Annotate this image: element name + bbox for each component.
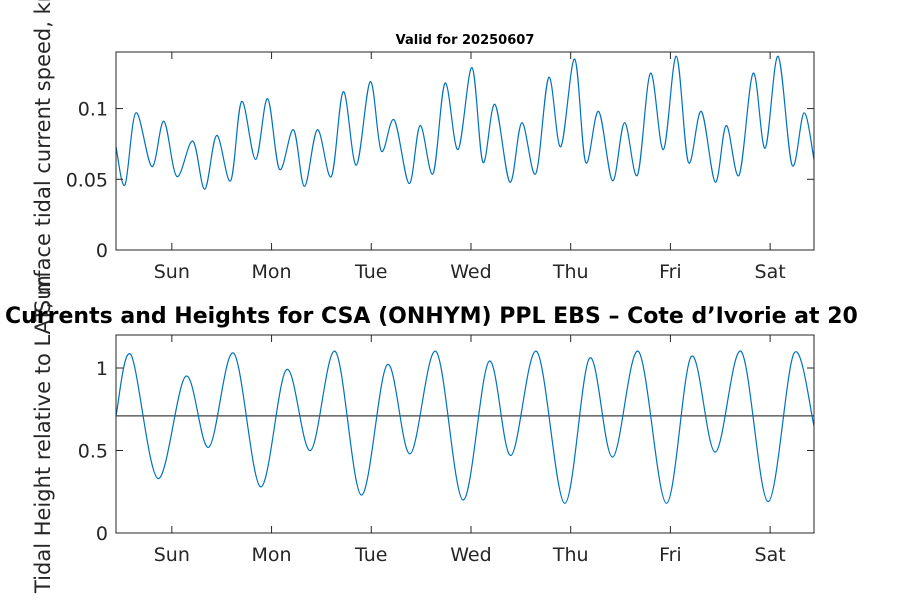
current-xtick-label: Wed bbox=[450, 261, 491, 283]
current-ytick-label: 0.1 bbox=[78, 99, 108, 121]
height-ylabel: Tidal Height relative to LAT, m bbox=[31, 275, 55, 594]
current-ylabel: Surface tidal current speed, kn bbox=[31, 0, 55, 313]
current-axes-box bbox=[115, 51, 815, 251]
current-xtick-label: Fri bbox=[659, 261, 682, 283]
big-title: Currents and Heights for CSA (ONHYM) PPL… bbox=[5, 304, 858, 329]
current-ytick-label: 0 bbox=[96, 240, 108, 262]
height-xtick-label: Tue bbox=[354, 544, 387, 566]
height-ytick-label: 0.5 bbox=[78, 441, 108, 463]
current-xtick-label: Tue bbox=[354, 261, 387, 283]
current-xtick-label: Sun bbox=[154, 261, 190, 283]
height-xtick-label: Thu bbox=[552, 544, 589, 566]
current-xtick-label: Sat bbox=[755, 261, 786, 283]
current-xtick-label: Thu bbox=[552, 261, 589, 283]
height-series-line bbox=[116, 350, 814, 504]
height-axes-box bbox=[115, 334, 815, 534]
small-title: Valid for 20250607 bbox=[396, 33, 535, 48]
height-xtick-label: Wed bbox=[450, 544, 491, 566]
current-series-line bbox=[116, 55, 814, 190]
current-xtick-label: Mon bbox=[252, 261, 292, 283]
current-ytick-label: 0.05 bbox=[66, 169, 108, 191]
current-speed-panel: 0 0.05 0.1 Sun Mon Tue Wed Thu Fri Sat Surface tid… bbox=[31, 0, 815, 313]
height-xtick-label: Mon bbox=[252, 544, 292, 566]
height-ytick-label: 1 bbox=[96, 358, 108, 380]
height-xtick-label: Sat bbox=[755, 544, 786, 566]
height-xtick-label: Sun bbox=[154, 544, 190, 566]
height-ytick-label: 0 bbox=[96, 523, 108, 545]
height-xtick-label: Fri bbox=[659, 544, 682, 566]
tidal-height-panel: 0 0.5 1 Sun Mon Tue Wed Thu Fri Sat Tidal Height r… bbox=[31, 275, 815, 594]
